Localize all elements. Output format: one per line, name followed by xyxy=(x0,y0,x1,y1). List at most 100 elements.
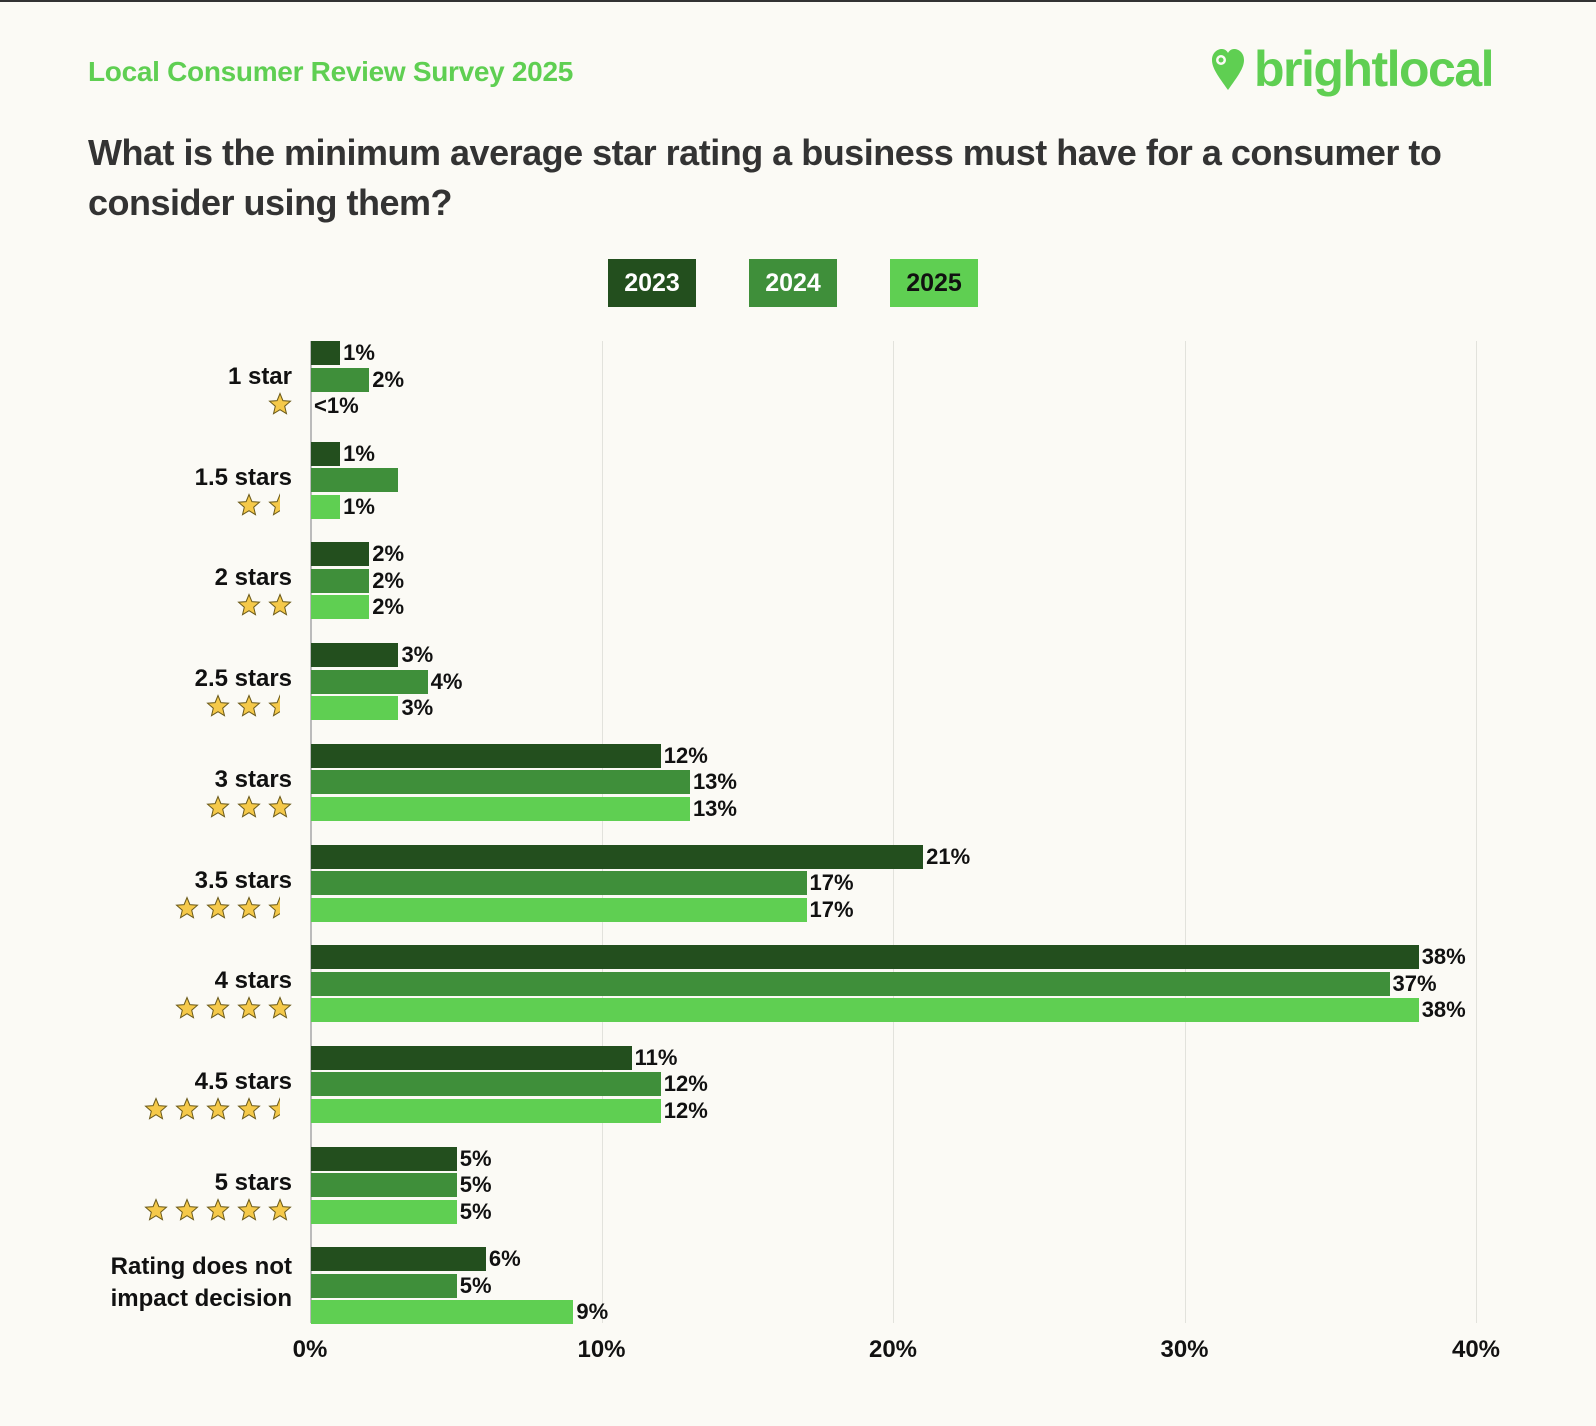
gridline xyxy=(601,341,603,1323)
half-star-icon xyxy=(268,895,280,919)
data-label: 12% xyxy=(663,1097,708,1123)
data-label: 2% xyxy=(372,366,405,392)
data-label: 37% xyxy=(1392,970,1437,996)
star-icon xyxy=(237,694,261,717)
brightlocal-logo: brightlocal xyxy=(1208,40,1495,98)
star-icon xyxy=(206,1097,230,1120)
bar-2023 xyxy=(311,844,924,869)
half-star-icon xyxy=(268,1097,280,1120)
bar-2024 xyxy=(311,568,370,593)
gridline xyxy=(893,341,894,1323)
star-icon xyxy=(237,1197,261,1221)
data-label: 5% xyxy=(459,1272,492,1298)
category-label: 1 star xyxy=(227,363,292,390)
category-label: 2 stars xyxy=(214,564,292,592)
data-label: 5% xyxy=(459,1198,492,1224)
bar-2025 xyxy=(311,595,370,620)
data-label: <1% xyxy=(314,393,359,418)
survey-title: Local Consumer Review Survey 2025 xyxy=(88,56,573,87)
chart-title: What is the minimum average star rating … xyxy=(88,132,1442,223)
star-icon xyxy=(237,492,261,516)
star-icon xyxy=(237,593,261,617)
data-label: 12% xyxy=(663,1071,708,1097)
y-axis-line xyxy=(310,341,312,1323)
star-icon xyxy=(144,1097,168,1120)
bar-2023 xyxy=(311,1247,486,1272)
bar-2023 xyxy=(311,1146,457,1171)
star-icon xyxy=(237,996,261,1019)
data-label: 5% xyxy=(459,1172,492,1198)
half-star-icon xyxy=(268,694,280,717)
bar-2024 xyxy=(311,367,370,392)
category-label: 5 stars xyxy=(214,1168,292,1196)
frame-top-border xyxy=(0,0,1596,2)
bar-2024 xyxy=(311,770,690,795)
star-icon xyxy=(175,895,199,919)
gridline xyxy=(1476,341,1477,1323)
star-rating xyxy=(144,1097,292,1121)
data-label: 21% xyxy=(926,843,971,869)
bar-2024 xyxy=(311,871,807,895)
bar-2025 xyxy=(311,696,399,721)
star-icon xyxy=(268,593,292,617)
category-label: 2.5 stars xyxy=(194,665,292,693)
star-icon xyxy=(237,794,261,818)
star-icon xyxy=(237,895,261,919)
star-icon xyxy=(175,1197,199,1221)
x-tick-label: 30% xyxy=(1160,1336,1209,1363)
star-rating xyxy=(206,694,292,718)
map-pin-heart-icon xyxy=(1212,49,1244,90)
star-icon xyxy=(144,1197,168,1221)
star-rating xyxy=(144,1197,292,1222)
star-icon xyxy=(206,996,230,1019)
legend-item-2025: 2025 xyxy=(890,259,978,307)
star-icon xyxy=(175,1097,199,1120)
data-label: 6% xyxy=(488,1246,521,1272)
bar-2025 xyxy=(311,796,690,821)
star-icon xyxy=(206,794,230,818)
bar-2024 xyxy=(311,971,1390,996)
logo-text: brightlocal xyxy=(1254,41,1495,97)
bar-2023 xyxy=(311,542,370,567)
bar-2023 xyxy=(311,1045,632,1070)
data-label: 38% xyxy=(1421,997,1466,1023)
star-icon xyxy=(175,996,199,1019)
bar-2025 xyxy=(311,897,807,922)
x-tick-label: 20% xyxy=(868,1336,918,1363)
data-label: 3% xyxy=(401,642,434,668)
bar-2023 xyxy=(311,945,1419,970)
bar-2024 xyxy=(311,468,399,493)
data-label: 13% xyxy=(692,769,737,795)
star-rating xyxy=(237,593,292,617)
data-label: 38% xyxy=(1421,944,1466,970)
x-tick-label: 10% xyxy=(577,1336,626,1363)
data-label: 2% xyxy=(372,567,405,593)
bar-2025 xyxy=(311,1300,574,1325)
half-star-icon xyxy=(268,492,280,516)
data-label: 11% xyxy=(634,1044,678,1070)
data-label: 2% xyxy=(372,541,405,567)
x-tick-label: 40% xyxy=(1451,1336,1501,1363)
data-label: 13% xyxy=(692,795,737,821)
bar-2024 xyxy=(311,669,428,694)
star-rating xyxy=(268,392,292,416)
bar-2024 xyxy=(311,1273,457,1298)
category-label: 3 stars xyxy=(214,765,292,793)
bar-2025 xyxy=(311,998,1419,1023)
category-label: impact decision xyxy=(110,1285,292,1313)
bar-2023 xyxy=(311,341,341,365)
bar-2023 xyxy=(311,441,341,466)
star-icon xyxy=(268,996,292,1019)
data-label: 2% xyxy=(372,594,405,620)
star-icon xyxy=(237,1097,261,1120)
star-icon xyxy=(268,1197,292,1221)
bar-2025 xyxy=(311,1098,661,1123)
bar-2024 xyxy=(311,1173,457,1198)
data-label: 1% xyxy=(343,440,375,466)
star-rating xyxy=(175,996,292,1020)
legend-item-2023: 2023 xyxy=(608,259,696,307)
data-label: 4% xyxy=(430,668,463,694)
star-rating xyxy=(237,492,292,517)
bar-2024 xyxy=(311,1072,661,1097)
data-label: 5% xyxy=(459,1145,492,1171)
